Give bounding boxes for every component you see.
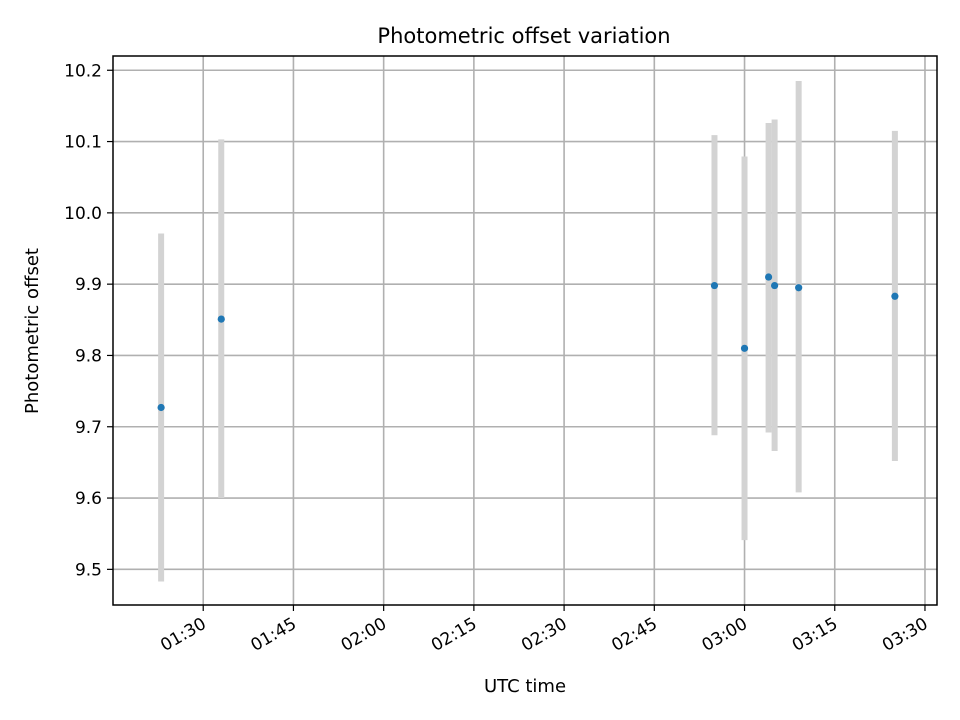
x-tick-label: 02:00	[338, 614, 390, 656]
error-bars	[158, 80, 898, 582]
x-tick-label: 01:30	[157, 614, 209, 656]
x-tick-label: 03:00	[699, 614, 751, 656]
data-point	[764, 273, 773, 281]
data-point	[710, 281, 719, 290]
x-tick-label: 02:45	[608, 614, 660, 656]
y-tick-label: 10.0	[64, 204, 102, 224]
grid	[113, 56, 937, 605]
y-axis: 9.5 9.6 9.7 9.8 9.9 10.0 10.1 10.2	[64, 61, 113, 580]
y-axis-title: Photometric offset	[22, 248, 43, 414]
x-tick-label: 01:45	[248, 614, 300, 656]
y-tick-label: 9.9	[75, 275, 102, 295]
data-point	[740, 344, 749, 352]
x-tick-label: 02:15	[428, 614, 480, 656]
x-tick-label: 02:30	[518, 614, 570, 656]
data-point	[217, 315, 225, 323]
x-axis: 01:30 01:45 02:00 02:15 02:30 02:45 03:00 03:15…	[157, 605, 931, 656]
data-point	[157, 403, 165, 412]
x-tick-label: 03:30	[879, 614, 931, 656]
data-point	[891, 292, 899, 300]
y-tick-label: 9.7	[75, 418, 102, 438]
y-tick-label: 10.1	[64, 133, 102, 153]
y-tick-label: 9.6	[75, 489, 102, 509]
y-tick-label: 10.2	[64, 61, 102, 81]
chart-title: Photometric offset variation	[377, 24, 670, 48]
x-axis-title: UTC time	[484, 676, 566, 697]
data-points	[157, 273, 899, 412]
plot-frame	[112, 55, 938, 606]
y-tick-label: 9.5	[75, 560, 102, 580]
x-tick-label: 03:15	[789, 614, 841, 656]
data-point	[795, 284, 803, 292]
data-point	[771, 281, 779, 290]
y-tick-label: 9.8	[75, 346, 102, 366]
